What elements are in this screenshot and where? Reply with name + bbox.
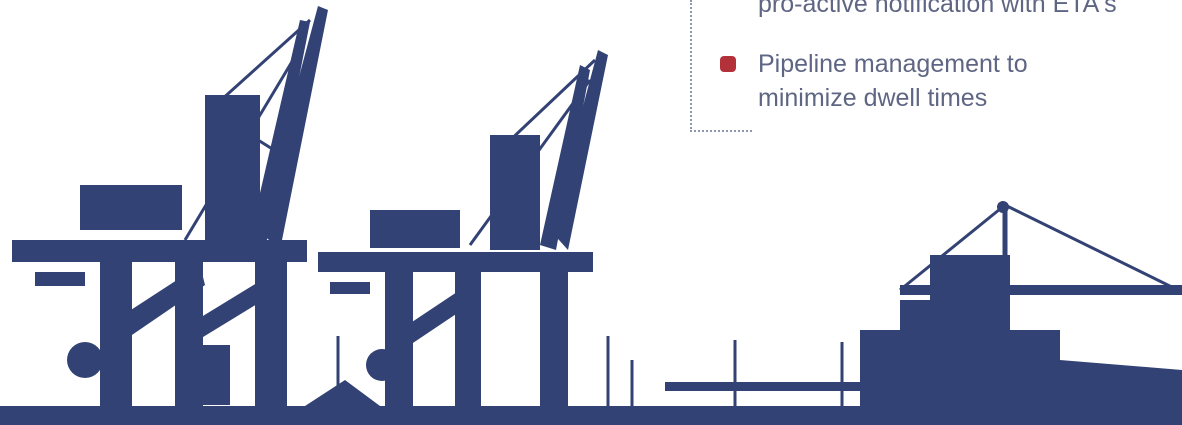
bullet-icon [720, 56, 736, 72]
jetty [665, 382, 865, 391]
light-poles [336, 336, 844, 406]
gantry-crane-middle [318, 50, 608, 412]
callout-connector [690, 0, 752, 132]
feature-callout: pro-active notification with ETA's Pipel… [690, 0, 1170, 140]
callout-item-notification: pro-active notification with ETA's [758, 0, 1117, 18]
callout-item-pipeline-line-1: Pipeline management to [758, 50, 1028, 78]
ship-loader [860, 201, 1182, 406]
gantry-crane-left [12, 6, 328, 412]
callout-item-pipeline-line-2: minimize dwell times [758, 84, 988, 112]
ground-strip [0, 406, 1182, 425]
bulk-pile [305, 380, 380, 406]
